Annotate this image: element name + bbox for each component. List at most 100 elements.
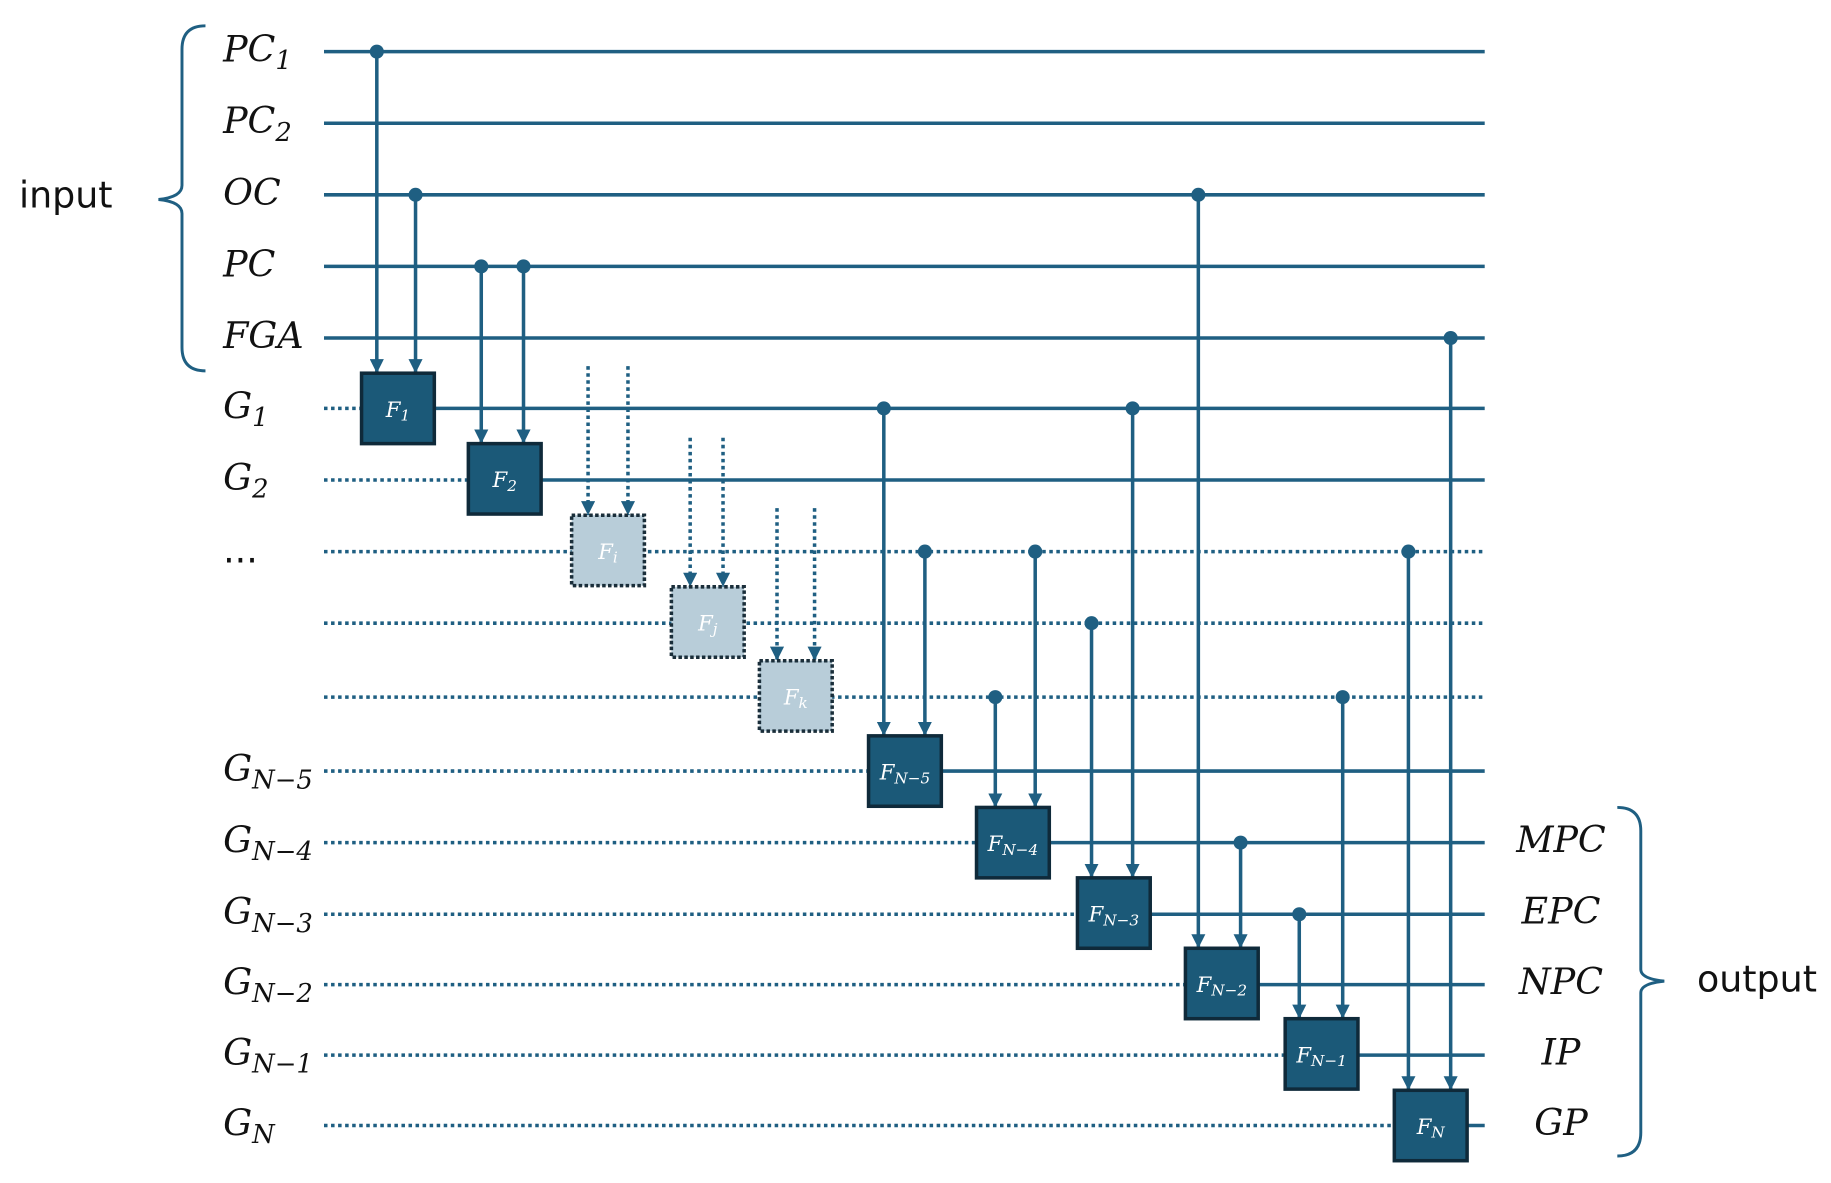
row-label-sub: 1 [252,403,268,433]
function-block: FN−2 [1183,946,1260,1021]
row-label-sub: N−3 [251,909,313,939]
block-label-base: F [783,684,800,709]
block-label: F1 [385,396,410,424]
row-label: GN−5 [223,747,313,796]
block-label-base: F [1196,971,1213,996]
junction-dot [1028,544,1043,559]
row-label-base: FGA [222,314,304,357]
block-box [866,734,944,809]
block-label-sub: N−5 [893,769,930,787]
function-block: Fi [569,513,647,588]
row-label: GN−2 [223,960,313,1009]
output-name: GP [1534,1101,1588,1144]
row-label-base: PC [222,27,275,70]
junction-dot [408,187,423,202]
row-label: G1 [223,384,268,433]
row-label-base: OC [223,170,281,213]
row-label: GN−3 [223,890,313,939]
block-label-base: F [385,396,402,421]
block-label-base: F [597,538,614,563]
output-name: NPC [1518,960,1603,1003]
row-label-sub: N−5 [251,766,313,796]
row-label: PC1 [222,27,292,76]
row-label-sub: N−2 [251,979,313,1009]
block-box [757,658,834,733]
row-label-base: G [223,818,252,861]
block-label-sub: N−3 [1102,911,1139,929]
block-label-sub: N [1430,1124,1445,1142]
input-brace [158,24,206,373]
block-label: FN−1 [1295,1042,1346,1070]
junction-dot [1292,907,1307,922]
function-block: FN−3 [1075,876,1152,951]
block-label-sub: k [798,694,807,712]
row-label-sub: 2 [251,475,268,505]
output-name: IP [1541,1031,1581,1074]
junction-dot [988,690,1003,705]
output-label: output [1697,958,1817,1001]
block-box [974,805,1052,880]
block-label-base: F [492,467,509,492]
block-label: Fi [597,538,618,566]
row-label-sub: N−4 [251,837,313,867]
function-block: Fj [669,585,746,659]
row-label: OC [223,170,281,213]
row-label-base: G [223,456,252,499]
block-box [466,441,543,516]
junction-dot [474,259,489,274]
block-box [669,585,746,659]
row-label-sub: 1 [275,46,291,76]
block-label: F2 [492,467,517,495]
row-label: GN [223,1101,276,1150]
block-label-base: F [1416,1113,1433,1138]
row-label-sub: N [251,1120,276,1150]
block-label-base: F [879,759,896,784]
output-name: MPC [1515,818,1606,861]
block-box [1075,876,1152,951]
function-block: FN−5 [866,734,944,809]
block-label-sub: 1 [400,407,410,425]
junction-dot [876,401,891,416]
block-box [1283,1016,1360,1091]
block-label: FN−2 [1196,971,1247,999]
function-block: F1 [359,371,437,446]
block-label-base: F [697,610,714,635]
block-label-sub: N−1 [1310,1052,1347,1070]
row-label-base: PC [222,99,275,142]
block-box [359,371,437,446]
row-label-base: G [223,890,252,933]
row-label-sub: 2 [274,118,291,148]
junction-dot [917,544,932,559]
row-label-base: ... [223,528,258,571]
row-label-base: G [223,1031,252,1074]
function-block: FN−4 [974,805,1052,880]
junction-dot [1084,616,1099,631]
block-label-sub: i [613,549,618,567]
junction-dot [1125,401,1140,416]
row-label: PC [222,242,275,285]
row-label-base: G [223,960,252,1003]
block-label: FN [1416,1113,1446,1141]
row-label-base: G [223,747,252,790]
block-label-base: F [1088,901,1105,926]
row-label: PC2 [222,99,292,148]
block-label: FN−4 [987,831,1038,859]
block-label-sub: N−2 [1210,982,1247,1000]
junction-dot [369,44,384,59]
function-block: F2 [466,441,543,516]
block-label-sub: N−4 [1001,841,1038,859]
block-label: Fk [783,684,808,712]
function-block: FN−1 [1283,1016,1360,1091]
row-label: GN−4 [223,818,313,867]
block-label: FN−3 [1088,901,1139,929]
junction-dot [1191,187,1206,202]
block-label: FN−5 [879,759,930,787]
row-label-base: G [223,384,252,427]
output-brace [1617,805,1665,1158]
function-block: Fk [757,658,834,733]
junction-dot [1233,835,1248,850]
row-label: G2 [223,456,268,505]
block-box [569,513,647,588]
junction-dot [516,259,531,274]
